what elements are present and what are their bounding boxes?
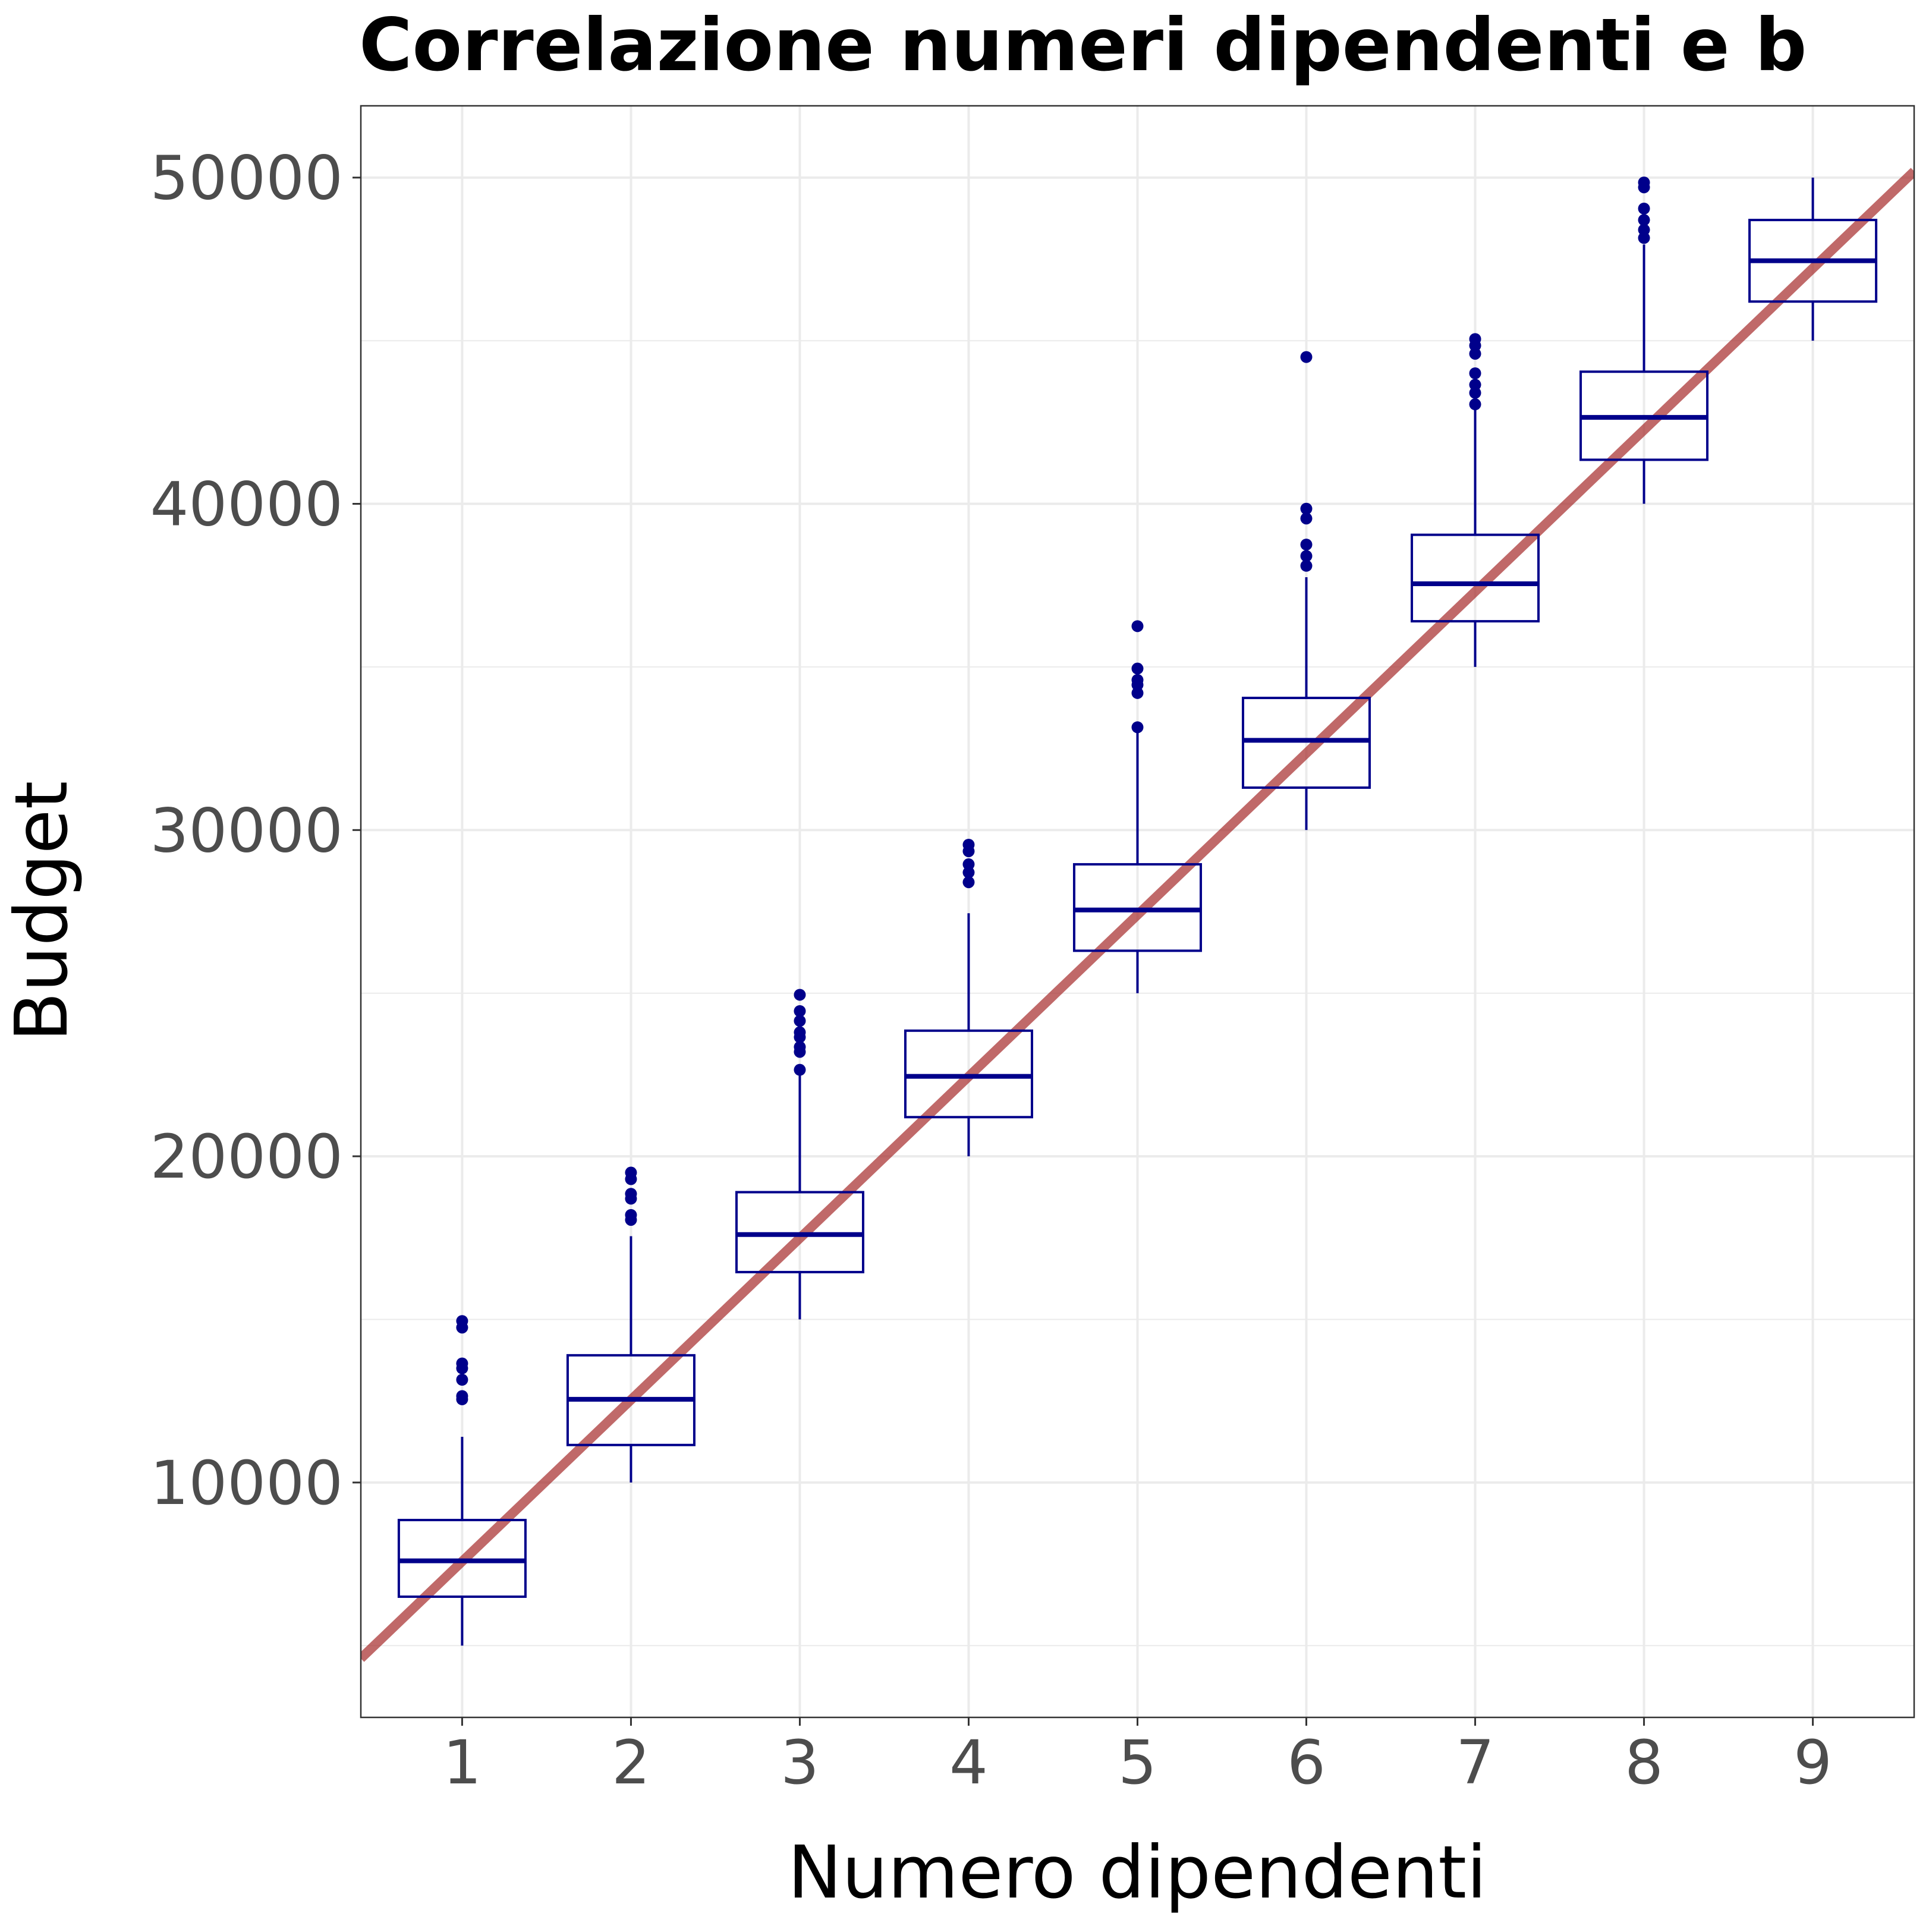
outlier-point (794, 1005, 806, 1017)
outlier-point (456, 1315, 468, 1327)
outlier-point (625, 1166, 637, 1179)
outlier-point (1638, 214, 1650, 226)
x-tick-label: 1 (443, 1728, 482, 1798)
box-iqr (1072, 863, 1203, 952)
y-tick-label: 10000 (150, 1448, 343, 1519)
y-axis-title: Budget (0, 781, 84, 1042)
box-iqr (735, 1191, 864, 1273)
outlier-point (1638, 224, 1650, 236)
outlier-point (1131, 674, 1144, 686)
x-tick-label: 8 (1625, 1728, 1663, 1798)
outlier-point (456, 1374, 468, 1386)
outlier-point (962, 866, 975, 879)
x-tick-label: 6 (1287, 1728, 1326, 1798)
box-iqr (904, 1029, 1033, 1119)
outlier-point (1638, 176, 1650, 188)
outlier-point (962, 858, 975, 870)
y-tick-label: 50000 (150, 143, 343, 214)
outlier-point (1131, 620, 1144, 633)
outlier-point (625, 1188, 637, 1200)
y-tick-label: 20000 (150, 1122, 343, 1192)
outlier-point (794, 989, 806, 1001)
outlier-point (962, 838, 975, 851)
box-iqr (1411, 533, 1540, 623)
outlier-point (456, 1390, 468, 1402)
outlier-point (1469, 379, 1481, 391)
outlier-point (794, 1041, 806, 1053)
x-tick-label: 9 (1793, 1728, 1832, 1798)
outlier-point (794, 1026, 806, 1039)
outlier-point (1469, 348, 1481, 360)
outlier-point (1131, 662, 1144, 675)
x-tick-label: 4 (949, 1728, 988, 1798)
outlier-point (1300, 559, 1313, 572)
outlier-point (625, 1209, 637, 1221)
outlier-point (1469, 333, 1481, 345)
outlier-point (1469, 398, 1481, 411)
y-tick-label: 40000 (150, 470, 343, 540)
outlier-point (794, 1063, 806, 1076)
box-iqr (1242, 697, 1371, 789)
outlier-point (1300, 351, 1313, 363)
axes-group: 10000 20000 30000 40000 50000 1 2 3 4 5 6 7 8 9 (150, 143, 1833, 1798)
outlier-point (1300, 502, 1313, 515)
chart-title: Correlazione numeri dipendenti e b (359, 3, 1807, 87)
outlier-point (1638, 202, 1650, 215)
outlier-point (1469, 367, 1481, 380)
x-tick-label: 3 (781, 1728, 819, 1798)
outlier-point (794, 1015, 806, 1027)
outlier-point (456, 1357, 468, 1370)
outlier-point (1638, 232, 1650, 244)
outlier-point (1300, 539, 1313, 551)
outlier-point (1300, 512, 1313, 525)
x-tick-label: 2 (612, 1728, 650, 1798)
outlier-point (962, 876, 975, 889)
outlier-point (1131, 687, 1144, 699)
outlier-point (1300, 550, 1313, 562)
x-axis-title: Numero dipendenti (788, 1830, 1487, 1915)
x-tick-label: 7 (1456, 1728, 1494, 1798)
x-tick-label: 5 (1118, 1728, 1157, 1798)
box-iqr (397, 1518, 527, 1598)
outlier-point (1469, 386, 1481, 399)
boxes-group (397, 176, 1878, 1646)
y-tick-label: 30000 (150, 795, 343, 866)
outlier-point (1131, 721, 1144, 734)
